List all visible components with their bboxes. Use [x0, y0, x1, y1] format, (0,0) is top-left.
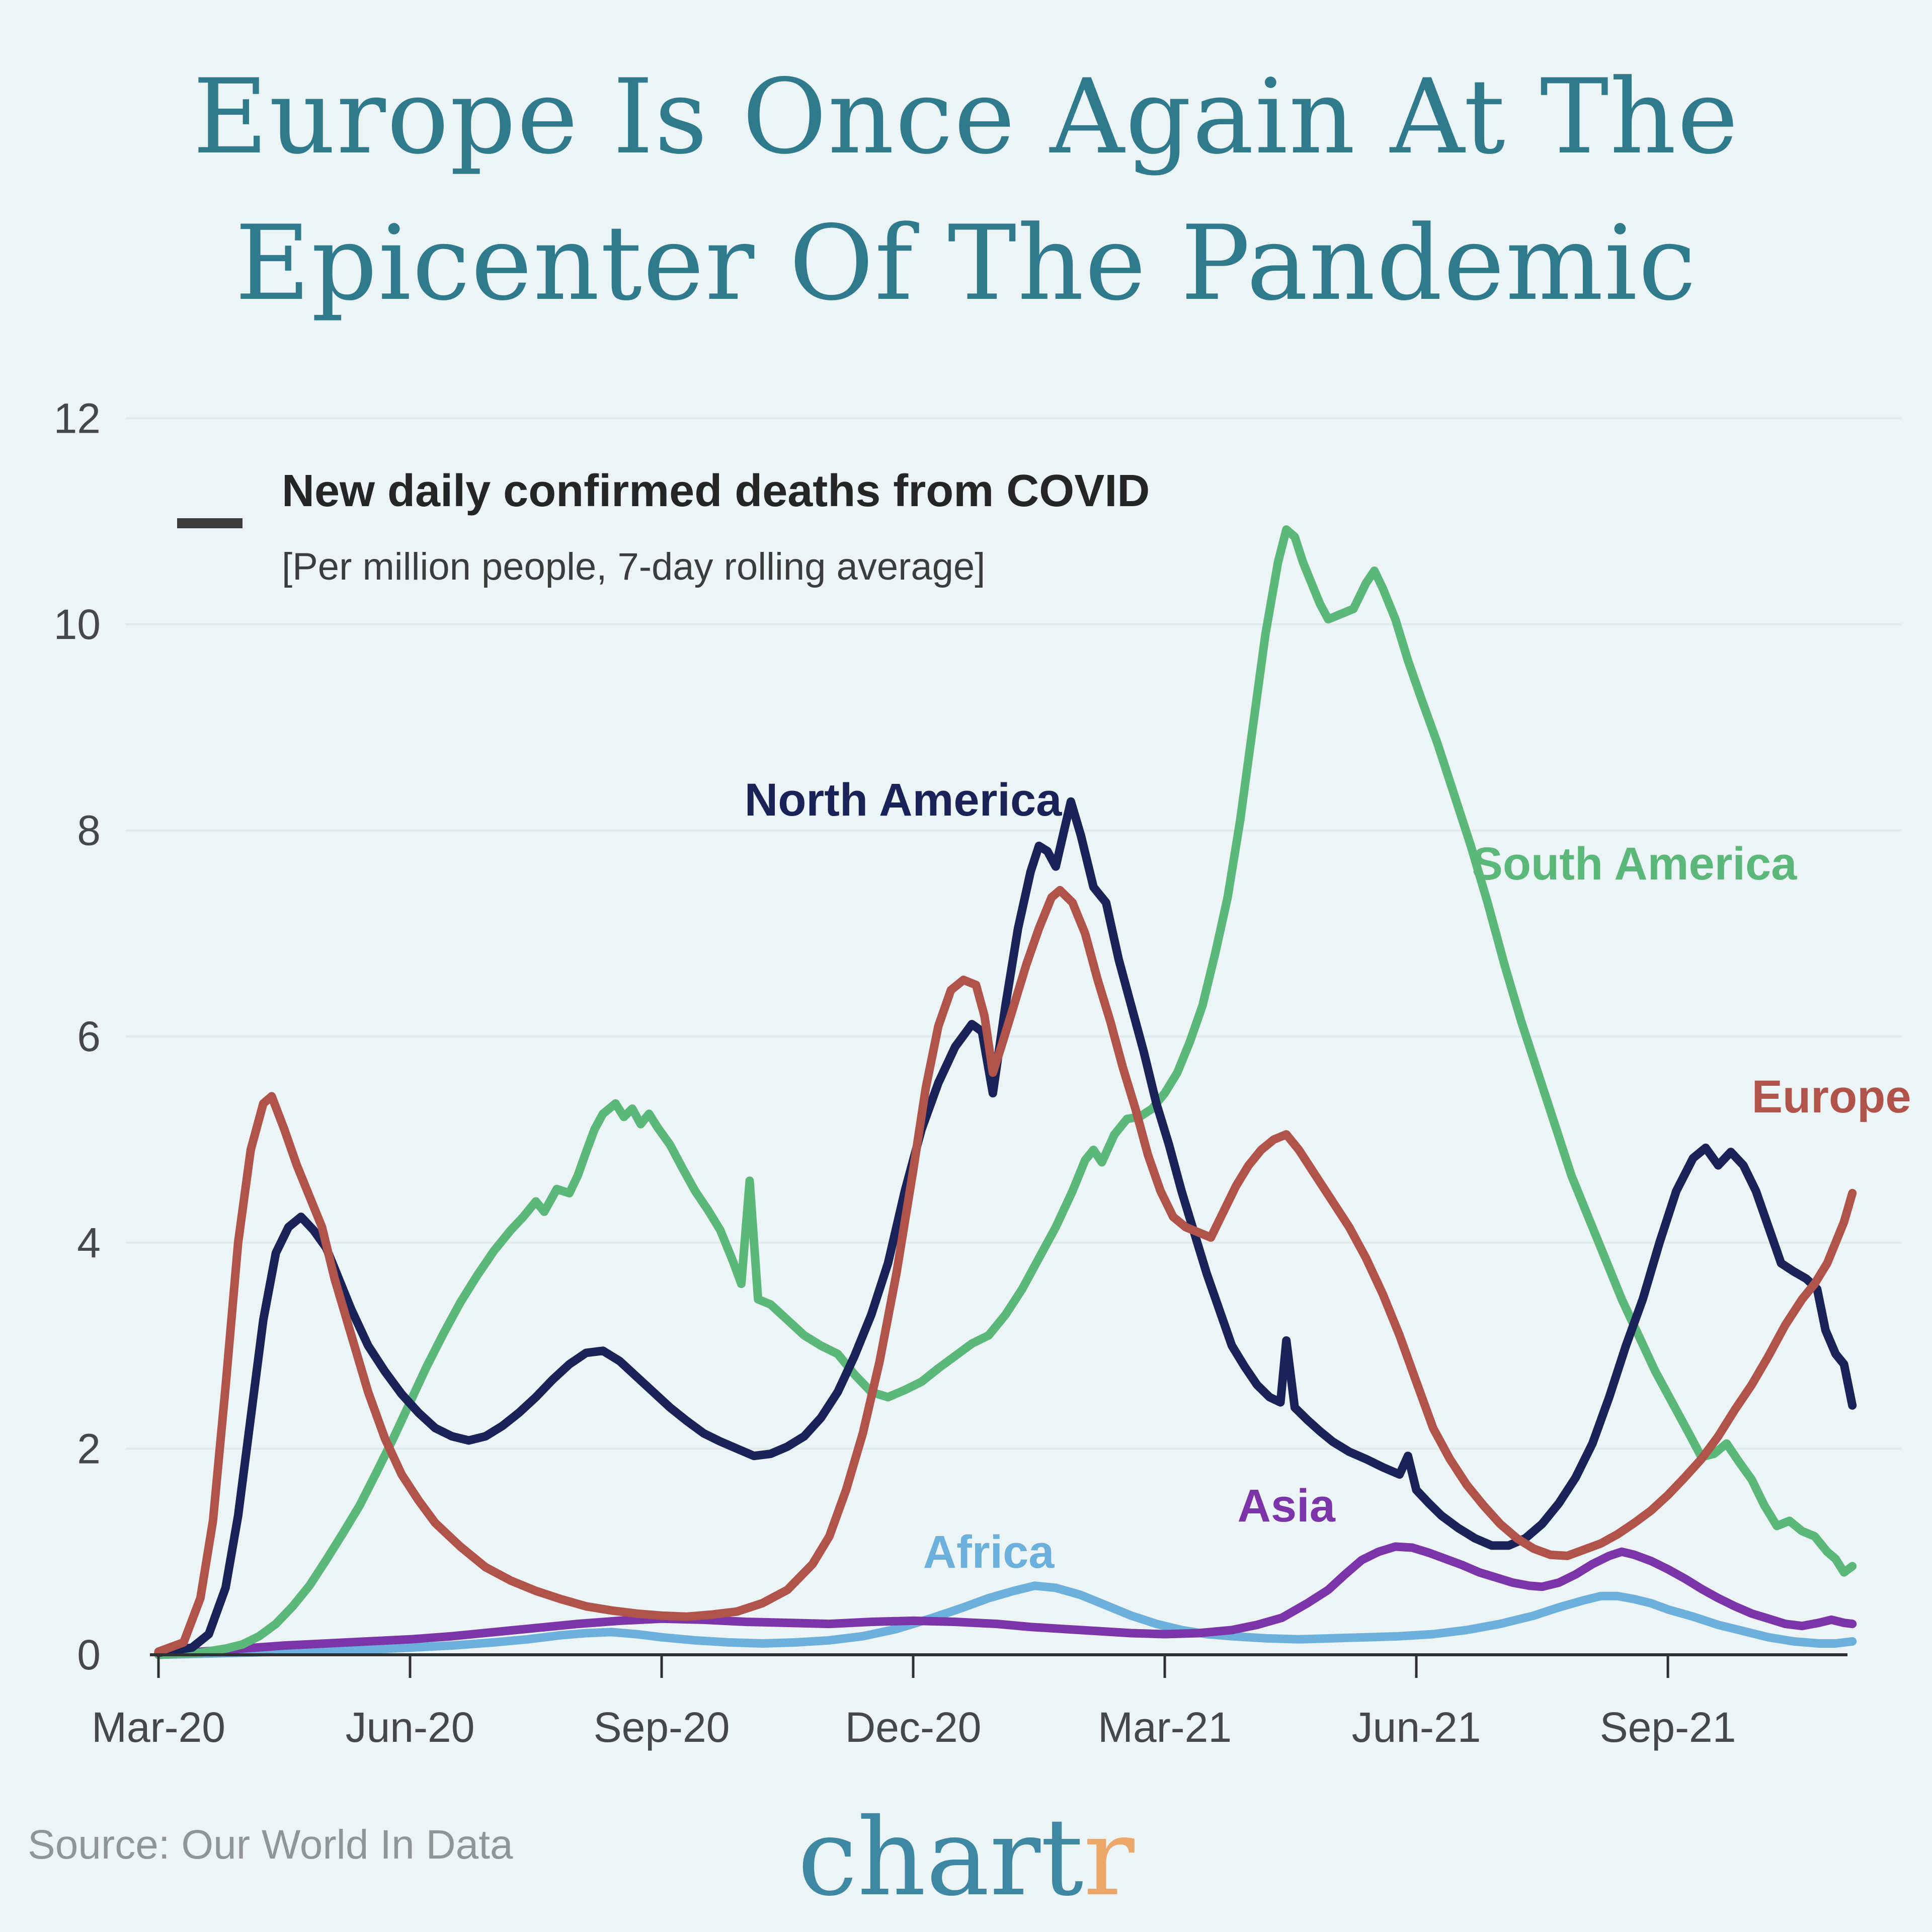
- x-axis-label-Jun-20: Jun-20: [346, 1704, 475, 1751]
- legend: New daily confirmed deaths from COVID [P…: [177, 466, 1150, 588]
- y-axis-label-8: 8: [77, 807, 101, 854]
- y-axis-label-6: 6: [77, 1013, 101, 1060]
- series-label-south-america: South America: [1472, 838, 1797, 890]
- axes: 0 2 4 6 8 10 12 Mar-20 Jun-20 Sep-20 Dec-20 Mar-21 J…: [54, 394, 1847, 1751]
- series-label-europe: Europe: [1752, 1071, 1911, 1122]
- source-attribution: Source: Our World In Data: [28, 1822, 513, 1868]
- series-labels: Africa Asia South America North America Euro…: [745, 774, 1911, 1578]
- x-axis-label-Mar-21: Mar-21: [1098, 1704, 1232, 1751]
- x-axis-label-Jun-21: Jun-21: [1352, 1704, 1481, 1751]
- y-axis-label-12: 12: [54, 394, 101, 442]
- y-axis-label-4: 4: [77, 1219, 101, 1266]
- x-axis-label-Sep-20: Sep-20: [594, 1704, 730, 1751]
- chartr-logo-teal-text: chart: [797, 1795, 1084, 1919]
- legend-label: New daily confirmed deaths from COVID: [282, 466, 1150, 516]
- chart-title-line-1: Europe Is Once Again At The: [193, 57, 1739, 177]
- chartr-logo: chartr: [0, 1795, 1932, 1919]
- x-axis-label-Sep-21: Sep-21: [1600, 1704, 1736, 1751]
- y-axis-label-0: 0: [77, 1631, 101, 1678]
- series-line-north-america: [154, 797, 1857, 1657]
- series-label-africa: Africa: [923, 1526, 1055, 1578]
- chart-title-line-2: Epicenter Of The Pandemic: [234, 204, 1698, 324]
- y-axis-label-2: 2: [77, 1425, 101, 1472]
- chart-title: Europe Is Once Again At The Epicenter Of…: [0, 44, 1932, 337]
- series-line-south-america: [154, 525, 1857, 1659]
- series-lines: [154, 525, 1857, 1659]
- legend-sublabel: [Per million people, 7-day rolling avera…: [282, 545, 985, 588]
- x-axis-label-Mar-20: Mar-20: [92, 1704, 225, 1751]
- series-line-africa: [154, 1581, 1857, 1659]
- series-label-north-america: North America: [745, 774, 1062, 826]
- series-line-asia: [154, 1542, 1857, 1658]
- y-axis-label-10: 10: [54, 601, 101, 648]
- series-line-europe: [154, 886, 1857, 1656]
- gridlines: [126, 417, 1902, 1450]
- chartr-logo-orange-text: r: [1083, 1795, 1135, 1919]
- x-axis-label-Dec-20: Dec-20: [845, 1704, 982, 1751]
- series-label-asia: Asia: [1238, 1480, 1336, 1532]
